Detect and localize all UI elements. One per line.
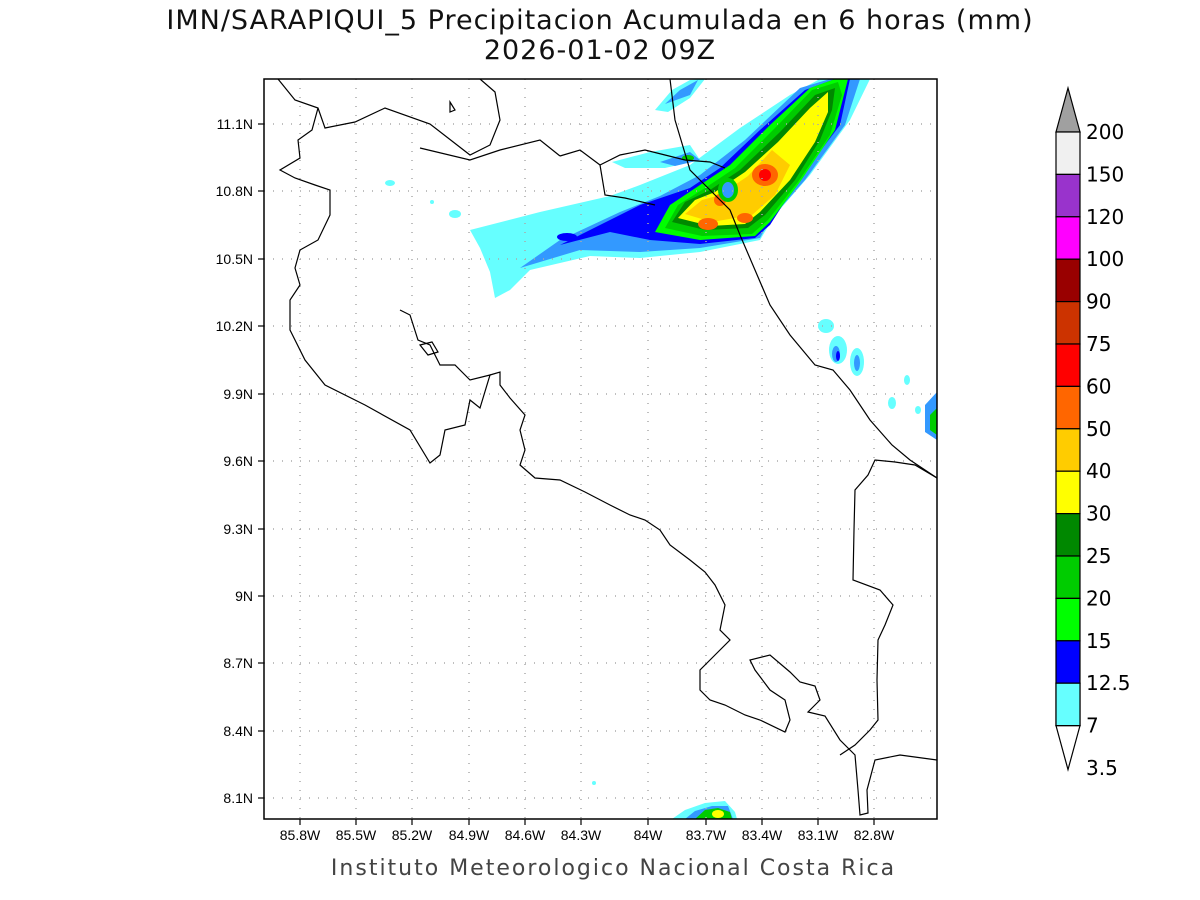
lat-tick-label: 8.7N	[223, 655, 253, 671]
lat-tick-label: 8.4N	[223, 723, 253, 739]
lon-tick-label: 84.3W	[561, 827, 602, 843]
colorbar-swatch	[1055, 555, 1081, 600]
footer-credit: Instituto Meteorologico Nacional Costa R…	[330, 856, 897, 881]
lat-tick-label: 8.1N	[223, 790, 253, 806]
colorbar-label: 50	[1086, 417, 1111, 441]
lon-tick-label: 83.7W	[686, 827, 727, 843]
lat-tick-label: 9.3N	[223, 521, 253, 537]
colorbar-swatch	[1055, 301, 1081, 345]
colorbar-label: 15	[1086, 629, 1111, 653]
colorbar-label: 40	[1086, 459, 1111, 483]
lake-nicaragua	[277, 79, 501, 156]
lon-axis: 85.8W 85.5W 85.2W 84.9W 84.6W 84.3W 84W 83.7W 83…	[280, 819, 895, 843]
colorbar-swatch	[1055, 131, 1081, 176]
colorbar-swatch	[1055, 512, 1081, 557]
lat-tick-label: 10.8N	[216, 183, 253, 199]
caribbean-coast	[669, 79, 937, 479]
colorbar-label: 3.5	[1086, 756, 1118, 780]
lon-tick-label: 82.8W	[854, 827, 895, 843]
colorbar-label: 12.5	[1086, 671, 1131, 695]
precip-gap2	[722, 182, 734, 198]
colorbar-label: 20	[1086, 586, 1111, 610]
pacific-coast	[278, 107, 491, 464]
lat-tick-label: 9.6N	[223, 453, 253, 469]
lat-tick-label: 11.1N	[217, 116, 253, 132]
colorbar-label: 30	[1086, 502, 1111, 526]
lat-tick-label: 9.9N	[223, 386, 253, 402]
colorbar-label: 120	[1086, 205, 1124, 229]
colorbar-bottom-arrow	[1055, 724, 1081, 772]
map-subtitle-time: 2026-01-02 09Z	[483, 35, 717, 66]
colorbar-swatch	[1055, 470, 1081, 515]
colorbar-swatch	[1055, 682, 1081, 727]
lon-tick-label: 85.2W	[392, 827, 433, 843]
lon-tick-label: 84.9W	[449, 827, 490, 843]
lat-tick-label: 10.5N	[216, 251, 253, 267]
colorbar-label: 150	[1086, 162, 1124, 186]
map-frame	[263, 78, 938, 820]
colorbar-swatch	[1055, 173, 1081, 218]
lat-tick-label: 10.2N	[216, 318, 253, 334]
lon-tick-label: 85.5W	[336, 827, 377, 843]
precip-core-b	[698, 218, 718, 230]
lat-axis: 11.1N 10.8N 10.5N 10.2N 9.9N 9.6N 9.3N 9N 8.7N 8.…	[216, 116, 264, 806]
map-grid	[264, 79, 937, 819]
lon-tick-label: 84W	[634, 827, 664, 843]
colorbar-swatch	[1055, 640, 1081, 684]
colorbar-swatch	[1055, 597, 1081, 642]
precip-core-a2	[759, 169, 771, 181]
colorbar-label: 75	[1086, 332, 1111, 356]
colorbar-swatch	[1055, 258, 1081, 303]
precip-core-c	[737, 213, 753, 223]
colorbar-label: 100	[1086, 247, 1124, 271]
lon-tick-label: 84.6W	[505, 827, 546, 843]
map-title: IMN/SARAPIQUI_5 Precipitacion Acumulada …	[166, 5, 1034, 36]
colorbar: 200 150 120 100 90 75 60 50 40 30 25 20 15 12.5 7 3.5	[1055, 85, 1131, 780]
lon-tick-label: 85.8W	[280, 827, 321, 843]
lat-tick-label: 9N	[235, 588, 253, 604]
precip-band-30	[678, 92, 828, 226]
colorbar-label: 90	[1086, 290, 1111, 314]
colorbar-label: 200	[1086, 120, 1124, 144]
colorbar-top-arrow	[1055, 85, 1081, 133]
precip-field	[385, 79, 937, 819]
lon-tick-label: 83.1W	[798, 827, 839, 843]
colorbar-swatch	[1055, 216, 1081, 260]
colorbar-label: 60	[1086, 374, 1111, 398]
colorbar-swatch	[1055, 428, 1081, 472]
colorbar-swatch	[1055, 343, 1081, 388]
colorbar-label: 7	[1086, 714, 1099, 738]
colorbar-swatch	[1055, 385, 1081, 430]
colorbar-label: 25	[1086, 544, 1111, 568]
lon-tick-label: 83.4W	[742, 827, 783, 843]
coastline	[277, 79, 937, 816]
